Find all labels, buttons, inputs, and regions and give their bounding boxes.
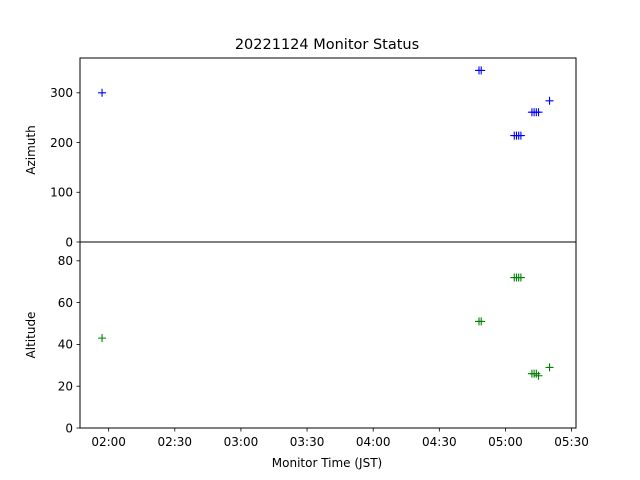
x-tick-label: 03:30 — [290, 435, 325, 449]
y-tick-label: 300 — [50, 86, 73, 100]
x-tick-label: 04:00 — [356, 435, 391, 449]
y-axis-label: Altitude — [24, 312, 38, 359]
y-tick-label: 40 — [58, 338, 73, 352]
y-axis-label: Azimuth — [24, 125, 38, 174]
data-point — [516, 131, 525, 140]
data-point — [477, 317, 486, 326]
y-tick-label: 0 — [65, 421, 73, 435]
data-point — [532, 369, 541, 378]
x-tick-label: 03:00 — [224, 435, 259, 449]
x-tick-label: 04:30 — [422, 435, 457, 449]
y-tick-label: 60 — [58, 296, 73, 310]
y-tick-label: 0 — [65, 235, 73, 249]
data-point — [98, 88, 107, 97]
data-point — [534, 108, 543, 117]
data-point — [516, 273, 525, 282]
x-tick-label: 05:30 — [554, 435, 589, 449]
y-tick-label: 80 — [58, 254, 73, 268]
data-point — [477, 66, 486, 75]
chart-title: 20221124 Monitor Status — [235, 37, 419, 53]
x-axis-label: Monitor Time (JST) — [272, 456, 382, 470]
data-point — [545, 96, 554, 105]
data-point — [545, 363, 554, 372]
plot-frame — [79, 57, 577, 243]
data-point — [98, 334, 107, 343]
panel-altitude: 0 20 40 60 80 Altitude — [24, 241, 577, 435]
y-tick-label: 200 — [50, 136, 73, 150]
plot-frame — [79, 241, 577, 429]
x-tick-label: 05:00 — [488, 435, 523, 449]
y-tick-label: 100 — [50, 186, 73, 200]
x-axis: 02:00 02:30 03:00 03:30 04:00 04:30 05:00 05:30 — [91, 428, 589, 449]
x-tick-label: 02:30 — [157, 435, 192, 449]
x-tick-label: 02:00 — [91, 435, 126, 449]
panel-azimuth: 0 100 200 300 Azimuth — [24, 57, 577, 249]
y-tick-label: 20 — [58, 380, 73, 394]
data-point — [534, 371, 543, 380]
